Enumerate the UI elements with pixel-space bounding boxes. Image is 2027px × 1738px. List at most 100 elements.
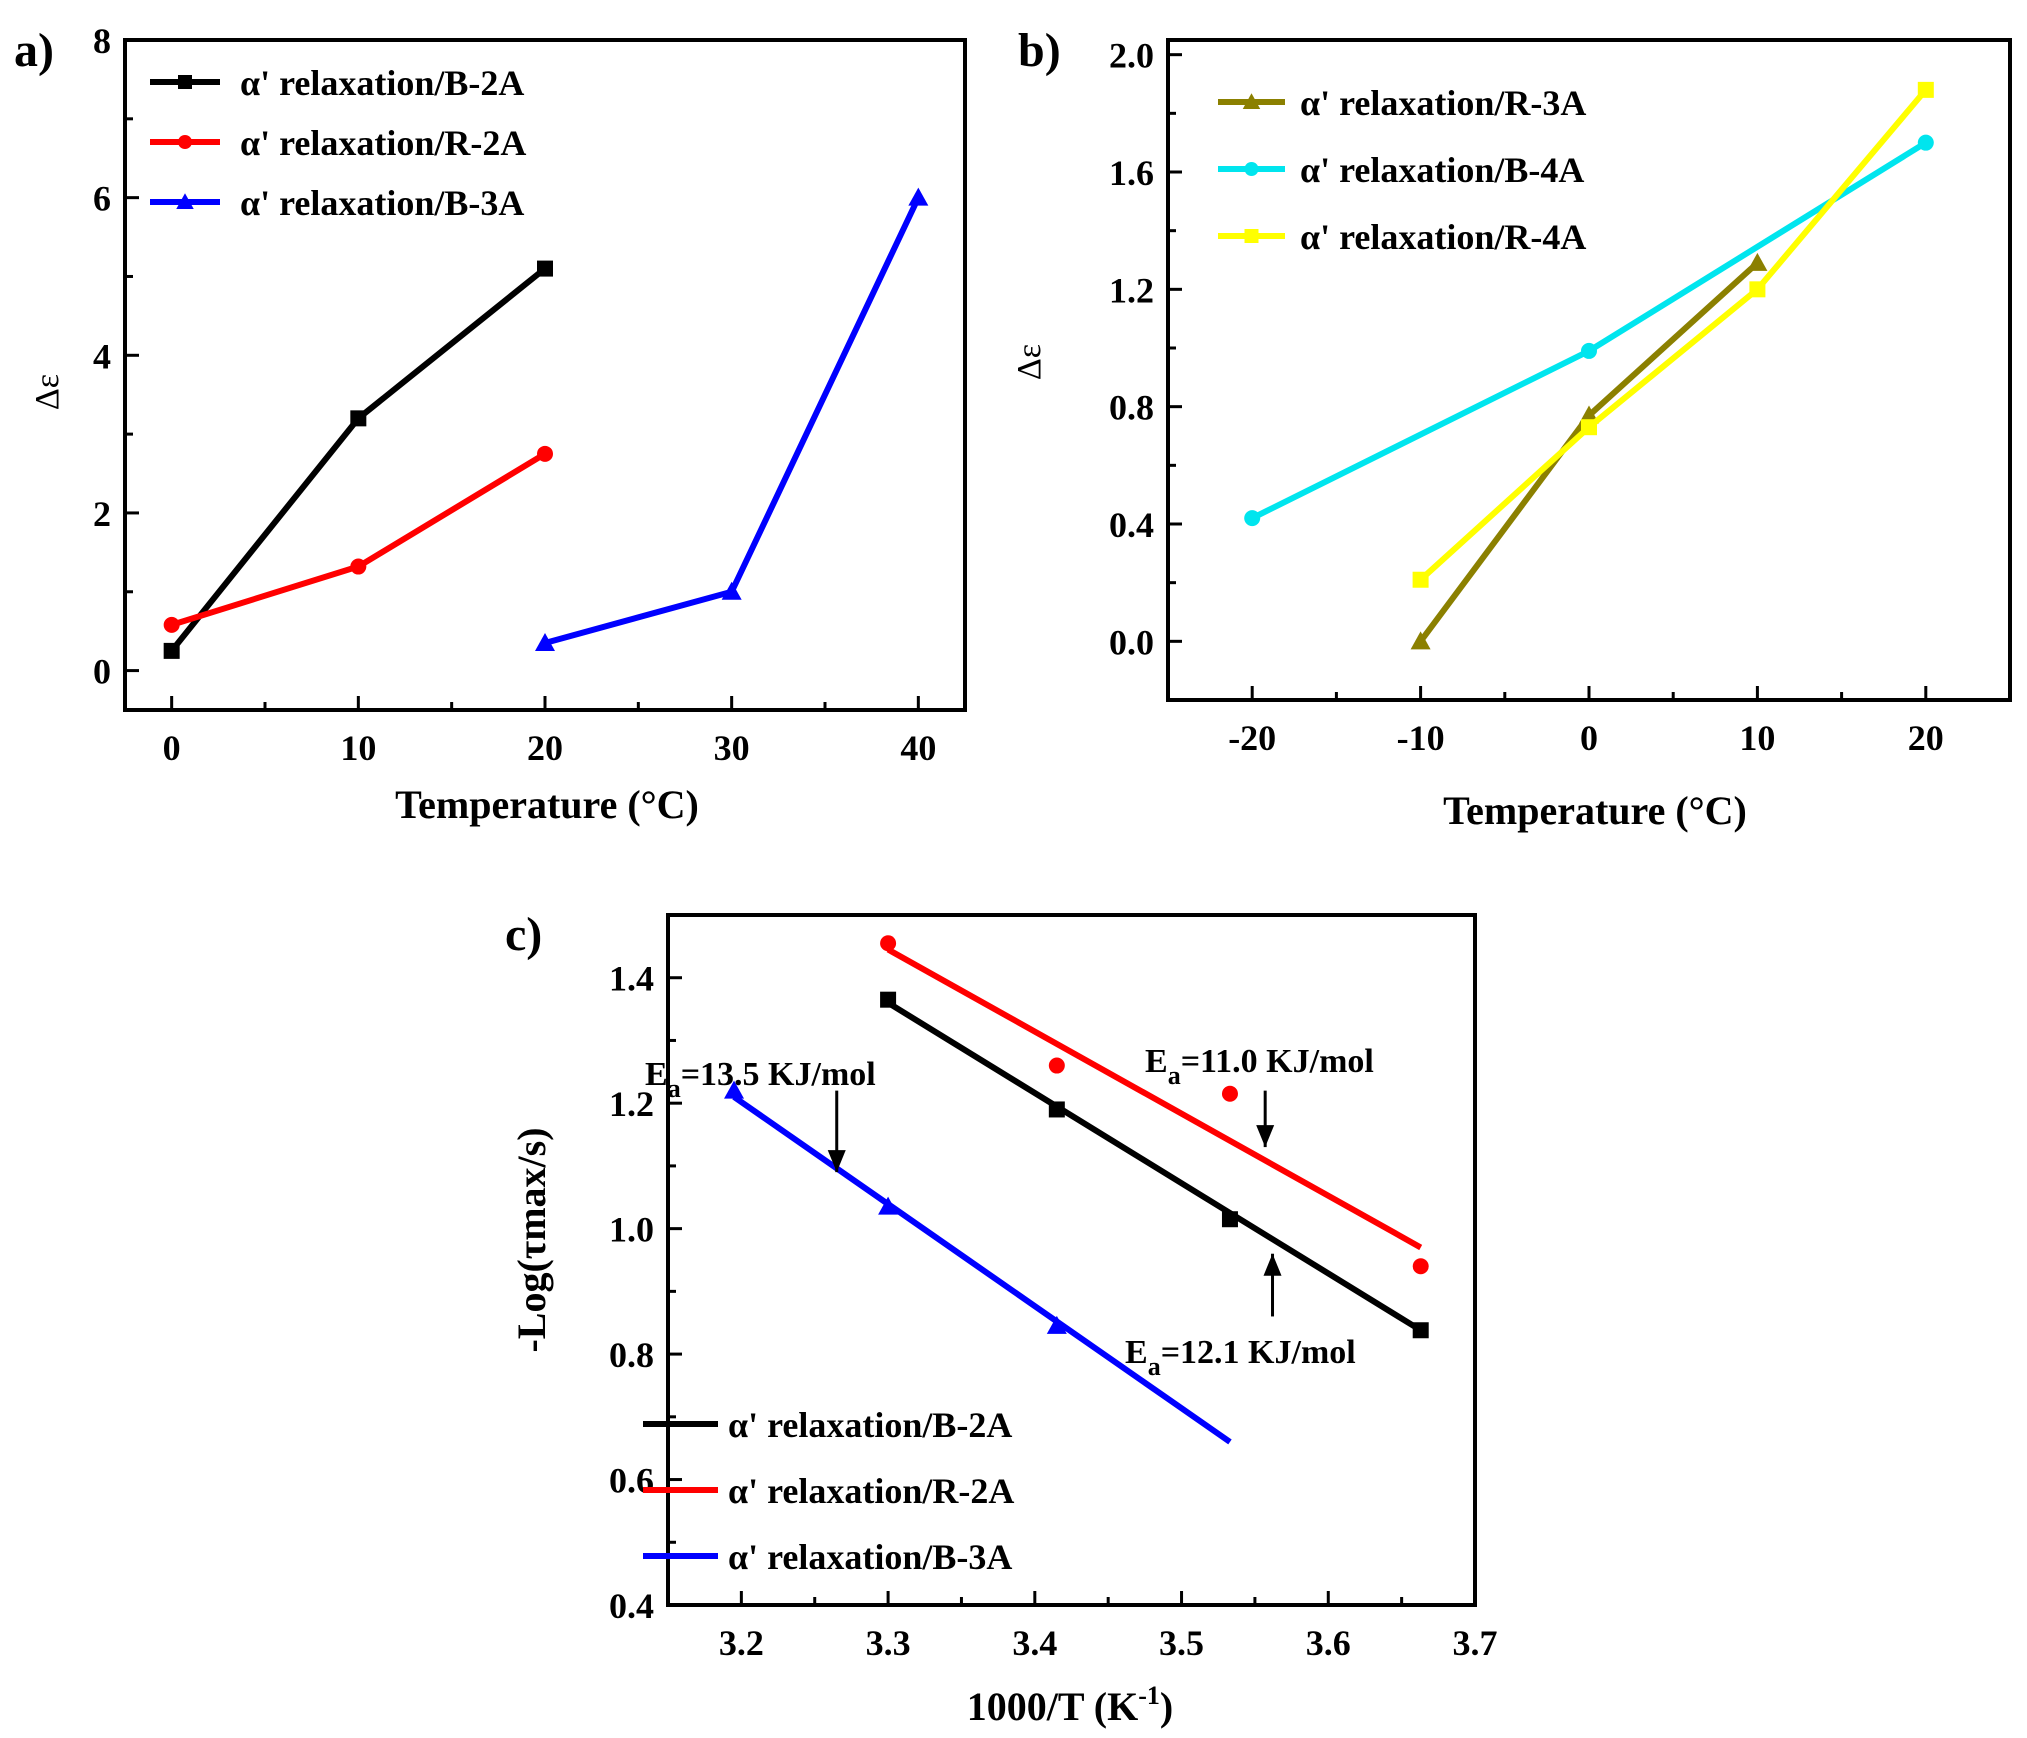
y-tick-label: 4: [93, 336, 111, 376]
y-tick-label: 2: [93, 494, 111, 534]
annotation-arrow-head: [1263, 1253, 1282, 1276]
panel-a-ylabel: Δε: [29, 374, 66, 410]
data-point--relaxation-r-2a: [1048, 1057, 1065, 1074]
data-point--relaxation-r-3a: [1747, 252, 1768, 271]
panel-b-xlabel: Temperature (°C): [1443, 788, 1747, 833]
x-tick-label: 0: [163, 728, 181, 768]
x-tick-label: 3.3: [866, 1623, 911, 1663]
legend-marker--relaxation-r-4a: [1244, 229, 1259, 243]
annotation-ea-b3a: Ea=13.5 KJ/mol: [645, 1056, 876, 1103]
fit-line--relaxation-b-3a: [732, 1094, 1232, 1445]
panel-b-plot: -20 -10 0 10 20 0.0 0.4 0.8 1.2 1.6 2.0: [1109, 36, 2012, 758]
legend-marker--relaxation-r-3a: [1242, 93, 1261, 109]
y-tick-label: 6: [93, 179, 111, 219]
annotation-ea-b2a-value: =12.1 KJ/mol: [1161, 1334, 1356, 1371]
plot-frame: [666, 913, 1477, 1607]
annotation-ea-r2a-sub: a: [1168, 1061, 1181, 1090]
data-point--relaxation-r-2a: [537, 445, 553, 462]
annotation-ea-b2a-sub: a: [1148, 1352, 1161, 1381]
data-point--relaxation-b-4a: [1917, 134, 1934, 151]
legend-marker--relaxation-r-2a: [178, 135, 192, 149]
data-point--relaxation-r-3a: [1410, 631, 1431, 650]
data-point--relaxation-r-2a: [1412, 1258, 1429, 1275]
annotation-ea-b2a-symbol: E: [1125, 1334, 1148, 1371]
data-point--relaxation-r-3a: [1579, 405, 1599, 424]
panel-a-xlabel: Temperature (°C): [395, 782, 699, 827]
panel-b-legend-label-1: α' relaxation/R-3A: [1300, 83, 1586, 123]
panel-b-ylabel: Δε: [1011, 344, 1048, 380]
panel-a-legend-label-3: α' relaxation/B-3A: [240, 183, 524, 223]
panel-a-legend-label-2: α' relaxation/R-2A: [240, 123, 526, 163]
data-point--relaxation-b-3a: [535, 633, 555, 651]
y-tick-label: 1.2: [609, 1084, 654, 1124]
panel-b-legend: α' relaxation/R-3A α' relaxation/B-4A α'…: [1300, 83, 1586, 257]
data-point--relaxation-r-4a: [1917, 81, 1934, 98]
panel-a-legend: α' relaxation/B-2A α' relaxation/R-2A α'…: [240, 63, 526, 223]
y-tick-label: 1.4: [609, 959, 654, 999]
data-point--relaxation-b-3a: [724, 1080, 745, 1099]
annotation-ea-b3a-value: =13.5 KJ/mol: [681, 1056, 876, 1093]
x-tick-label: 10: [1739, 718, 1775, 758]
data-point--relaxation-r-2a: [1221, 1085, 1238, 1102]
legend-marker--relaxation-b-3a: [176, 193, 194, 209]
panel-c-xlabel: 1000/T (K-1): [967, 1681, 1174, 1729]
panel-b-legend-label-3: α' relaxation/R-4A: [1300, 217, 1586, 257]
panel-a-label: a): [14, 24, 54, 77]
data-point--relaxation-b-2a: [537, 260, 553, 277]
y-tick-label: 2.0: [1109, 36, 1154, 76]
panel-c-xlabel-end: ): [1160, 1684, 1173, 1729]
x-tick-label: 3.6: [1306, 1623, 1351, 1663]
y-tick-label: 1.2: [1109, 270, 1154, 310]
y-tick-label: 0.8: [1109, 388, 1154, 428]
panel-c-legend-label-3: α' relaxation/B-3A: [728, 1537, 1012, 1577]
x-tick-label: 3.4: [1012, 1623, 1057, 1663]
y-tick-label: 0.4: [609, 1586, 654, 1626]
data-point--relaxation-b-2a: [1221, 1211, 1238, 1228]
y-tick-label: 0: [93, 652, 111, 692]
x-tick-label: -10: [1397, 718, 1445, 758]
panel-b-label: b): [1018, 24, 1061, 77]
data-point--relaxation-b-2a: [163, 642, 180, 659]
data-point--relaxation-r-4a: [1749, 281, 1766, 298]
x-tick-label: 3.5: [1159, 1623, 1204, 1663]
x-tick-label: 20: [527, 728, 563, 768]
x-tick-label: 10: [340, 728, 376, 768]
y-tick-label: 0.8: [609, 1335, 654, 1375]
annotation-ea-r2a-value: =11.0 KJ/mol: [1181, 1043, 1374, 1080]
y-tick-label: 8: [93, 21, 111, 61]
panel-c-ylabel: -Log(τmax/s): [509, 1127, 554, 1352]
data-point--relaxation-b-3a: [1046, 1315, 1067, 1334]
data-point--relaxation-b-4a: [1244, 510, 1261, 527]
panel-c-plot: 3.2 3.3 3.4 3.5 3.6 3.7 0.4 0.6 0.8 1.0 1.2 1.4: [609, 913, 1498, 1663]
panel-c-label: c): [505, 908, 542, 961]
annotation-ea-b3a-sub: a: [668, 1074, 681, 1103]
data-point--relaxation-b-3a: [908, 187, 929, 206]
annotation-ea-b2a: Ea=12.1 KJ/mol: [1125, 1334, 1356, 1381]
x-tick-label: 3.7: [1453, 1623, 1498, 1663]
x-tick-label: -20: [1228, 718, 1276, 758]
panel-c-annotations: Ea=13.5 KJ/mol Ea=11.0 KJ/mol Ea=12.1 KJ…: [645, 1043, 1374, 1381]
panel-c-xlabel-main: 1000/T (K: [967, 1684, 1139, 1729]
annotation-ea-r2a-symbol: E: [1145, 1043, 1168, 1080]
x-tick-label: 20: [1908, 718, 1944, 758]
annotation-ea-b3a-symbol: E: [645, 1056, 668, 1093]
x-tick-label: 3.2: [719, 1623, 764, 1663]
data-point--relaxation-r-4a: [1412, 571, 1429, 588]
data-point--relaxation-b-2a: [880, 991, 897, 1008]
panel-a: a) 0 10 20 30 40 0 2 4 6 8 Temperature (°C) Δε α'…: [14, 21, 967, 827]
data-point--relaxation-r-2a: [880, 935, 897, 952]
panel-c-xlabel-sup: -1: [1138, 1681, 1160, 1710]
data-point--relaxation-r-2a: [350, 558, 367, 575]
legend-marker--relaxation-b-2a: [178, 75, 192, 89]
legend-marker--relaxation-b-4a: [1244, 162, 1259, 176]
panel-c: c) 3.2 3.3 3.4 3.5 3.6 3.70.40.60.81.01.21.4 …: [505, 908, 1498, 1729]
x-tick-label: 30: [714, 728, 750, 768]
y-tick-label: 1.6: [1109, 153, 1154, 193]
y-tick-label: 0.0: [1109, 622, 1154, 662]
y-tick-label: 0.6: [609, 1461, 654, 1501]
fit-line--relaxation-r-2a: [886, 946, 1423, 1251]
data-point--relaxation-b-3a: [721, 581, 742, 600]
panel-b: b) -20 -10 0 10 20 0.0 0.4 0.8 1.2 1.6 2.0 Tempera…: [1011, 24, 2012, 833]
data-point--relaxation-b-2a: [1048, 1101, 1065, 1118]
